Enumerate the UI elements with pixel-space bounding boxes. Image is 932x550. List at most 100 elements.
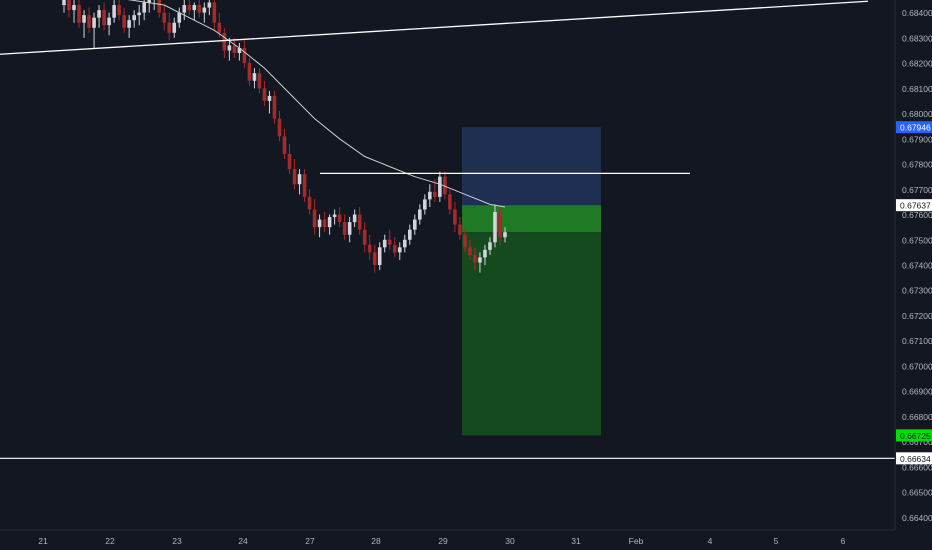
candle-body (67, 0, 71, 11)
candle-body (162, 12, 167, 23)
candle-body (97, 10, 101, 18)
profit-zone-filled (462, 205, 601, 233)
candle-body (377, 247, 382, 265)
candle-body (77, 5, 81, 23)
candle-body (423, 199, 427, 210)
x-tick-label: 28 (371, 536, 381, 546)
y-tick-label: 0.66800 (902, 412, 932, 422)
candle-body (367, 244, 372, 253)
candle-body (458, 224, 462, 235)
price-label-take-profit (896, 429, 932, 442)
x-tick-label: 4 (708, 536, 713, 546)
candle-body (157, 0, 162, 13)
candle-body (307, 196, 312, 210)
stop-zone (462, 127, 601, 206)
candle-body (297, 174, 302, 185)
candle-body (207, 2, 212, 8)
candle-body (127, 20, 131, 28)
y-tick-label: 0.68400 (902, 8, 932, 18)
x-tick-label: 23 (172, 536, 182, 546)
candle-body (112, 5, 116, 18)
candle-body (402, 239, 407, 248)
candle-body (292, 169, 297, 185)
candle-body (262, 88, 267, 101)
y-axis: 0.68400 0.68300 0.68200 0.68100 0.68000 0.679… (894, 0, 932, 530)
candle-body (448, 194, 452, 210)
y-tick-label: 0.67300 (902, 286, 932, 296)
candle-body (137, 12, 141, 16)
y-tick-label: 0.68300 (902, 33, 932, 43)
candle-body (468, 247, 472, 255)
x-tick-label: 21 (38, 536, 48, 546)
price-label-text: 0.67637 (900, 201, 931, 211)
candle-body (237, 47, 242, 53)
candle-body (503, 232, 507, 238)
candle-body (412, 219, 417, 230)
candle-body (478, 257, 482, 263)
candle-body (282, 136, 287, 154)
candle-body (247, 63, 252, 81)
candle-body (257, 73, 262, 89)
candle-body (418, 209, 422, 220)
y-tick-label: 0.66600 (902, 462, 932, 472)
y-tick-label: 0.66900 (902, 387, 932, 397)
candle-body (488, 242, 492, 250)
candle-body (117, 5, 121, 16)
candle-body (397, 247, 402, 253)
candle-body (392, 244, 397, 253)
candle-body (142, 2, 146, 13)
candle-body (172, 22, 177, 33)
price-label-text: 0.67946 (900, 123, 931, 133)
candle-body (187, 5, 192, 11)
candle-body (493, 212, 497, 243)
price-label-target-upper (896, 121, 932, 134)
candle-body (463, 234, 467, 248)
y-tick-label: 0.66500 (902, 488, 932, 498)
x-tick-label: 6 (841, 536, 846, 546)
candle-body (443, 176, 447, 195)
target-zone (462, 232, 601, 436)
ascending-trendline (0, 0, 869, 55)
candle-body (72, 5, 76, 11)
price-label-text: 0.66725 (900, 431, 931, 441)
y-tick-label: 0.66700 (902, 437, 932, 447)
candle-body (372, 252, 377, 265)
candle-body (252, 73, 257, 81)
candle-body (202, 7, 207, 13)
overlays (0, 0, 895, 459)
price-label-support (896, 452, 932, 465)
candles (62, 0, 507, 273)
y-tick-label: 0.68000 (902, 109, 932, 119)
candle-body (438, 176, 442, 197)
candle-body (433, 191, 437, 197)
candle-body (192, 5, 197, 11)
candle-body (87, 15, 91, 28)
candle-body (147, 0, 151, 3)
candle-body (62, 0, 66, 6)
candle-body (132, 15, 136, 21)
candle-body (342, 222, 347, 235)
candle-body (212, 2, 217, 23)
candle-body (312, 209, 317, 228)
candle-body (347, 222, 352, 235)
candle-body (362, 229, 367, 245)
candle-body (332, 214, 337, 218)
candle-body (483, 249, 487, 258)
y-tick-label: 0.68200 (902, 59, 932, 69)
x-axis: 21 22 23 24 27 28 29 30 31 Feb 4 5 6 (0, 529, 895, 546)
candle-body (197, 5, 202, 13)
y-tick-label: 0.67500 (902, 235, 932, 245)
candle-body (322, 219, 327, 228)
candle-body (352, 214, 357, 223)
x-tick-label: 31 (571, 536, 581, 546)
x-tick-label: Feb (629, 536, 644, 546)
candle-body (473, 254, 477, 263)
candle-body (122, 15, 126, 28)
candle-body (272, 95, 277, 119)
candle-body (498, 212, 502, 238)
x-tick-label: 30 (505, 536, 515, 546)
candle-body (182, 5, 187, 13)
y-tick-label: 0.67700 (902, 185, 932, 195)
candle-body (407, 229, 412, 240)
